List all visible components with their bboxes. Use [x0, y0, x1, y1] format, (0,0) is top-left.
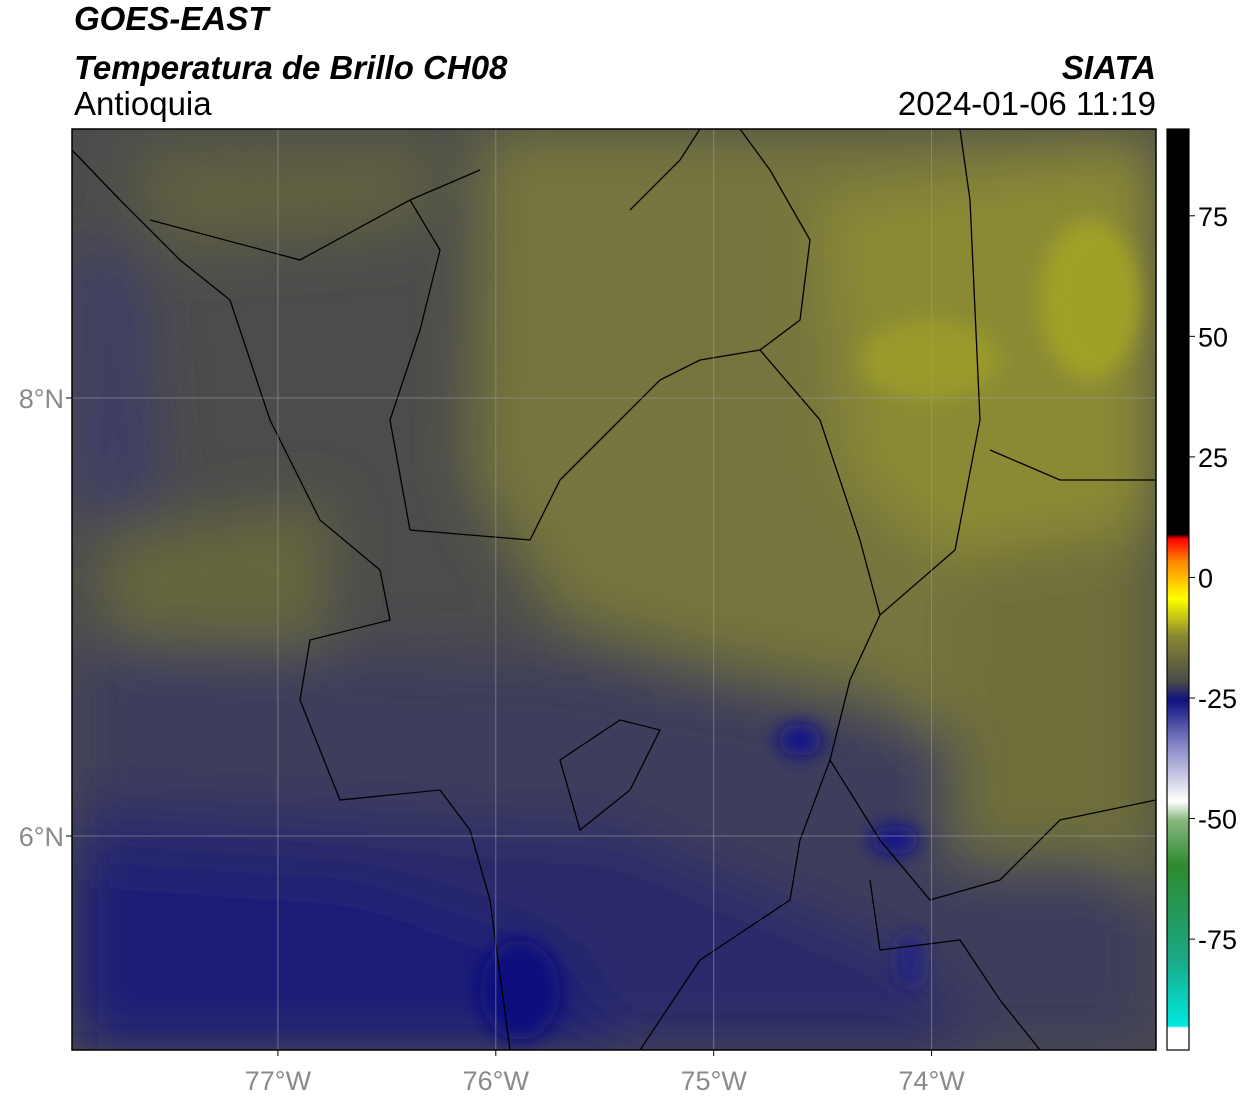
x-tick-label: 76°W: [463, 1066, 530, 1096]
colorbar-tick-label: 75: [1198, 202, 1228, 232]
y-tick-label: 6°N: [19, 822, 64, 852]
colorbar: [1166, 128, 1190, 1051]
colorbar-tick-label: -50: [1198, 805, 1237, 835]
subtitle: Temperatura de Brillo CH08: [74, 49, 508, 86]
x-tick-label: 75°W: [681, 1066, 748, 1096]
y-tick-label: 8°N: [19, 384, 64, 414]
title: GOES-EAST: [74, 0, 271, 37]
satellite-image: [72, 129, 1156, 1050]
map-frame: [71, 128, 1157, 1051]
colorbar-tick-label: -25: [1198, 684, 1237, 714]
source: SIATA: [1062, 49, 1156, 86]
x-tick-label: 74°W: [898, 1066, 965, 1096]
region: Antioquia: [74, 85, 212, 122]
borders: [72, 129, 1156, 1050]
datetime: 2024-01-06 11:19: [898, 85, 1156, 122]
colorbar-tick-label: 25: [1198, 443, 1228, 473]
colorbar-tick-label: 50: [1198, 322, 1228, 352]
colorbar-tick-label: -75: [1198, 925, 1237, 955]
colorbar-tick-label: 0: [1198, 563, 1213, 593]
graticule: [72, 129, 1156, 1050]
x-tick-label: 77°W: [245, 1066, 312, 1096]
